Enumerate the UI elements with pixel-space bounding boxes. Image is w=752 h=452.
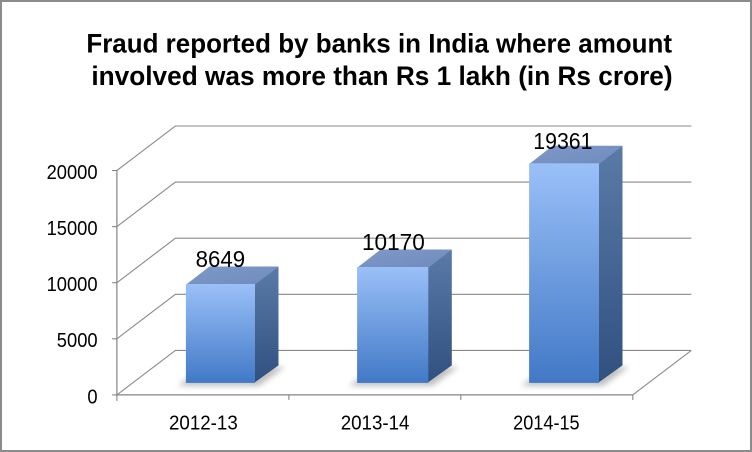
svg-text:2012-13: 2012-13 (169, 412, 238, 434)
svg-text:5000: 5000 (57, 330, 98, 352)
svg-text:0: 0 (87, 386, 97, 408)
svg-text:19361: 19361 (533, 128, 592, 154)
svg-text:8649: 8649 (196, 246, 246, 272)
svg-text:15000: 15000 (47, 218, 98, 240)
svg-text:20000: 20000 (47, 162, 98, 184)
svg-text:Fraud reported by banks in Ind: Fraud reported by banks in India where a… (86, 28, 672, 58)
svg-text:10000: 10000 (47, 274, 98, 296)
svg-text:2014-15: 2014-15 (513, 412, 580, 434)
svg-text:involved was more than Rs 1 la: involved was more than Rs 1 lakh (in Rs … (91, 61, 672, 91)
svg-text:2013-14: 2013-14 (341, 412, 410, 434)
svg-text:10170: 10170 (362, 229, 425, 255)
